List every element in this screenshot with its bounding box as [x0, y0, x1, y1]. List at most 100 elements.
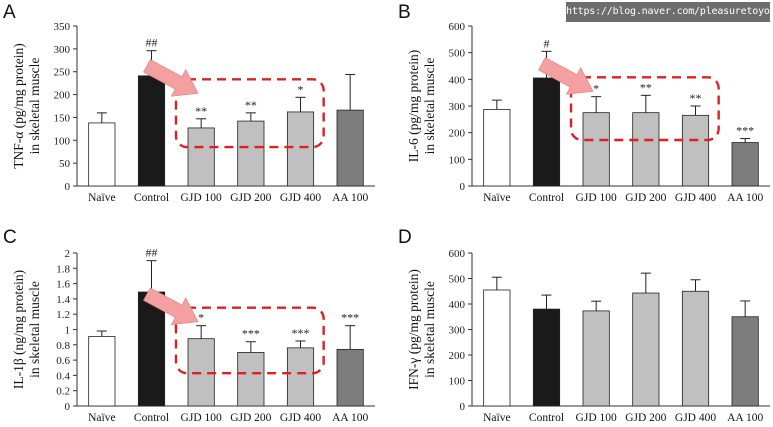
y-tick-label-c: 1.2	[56, 309, 70, 321]
x-tick-label-a-4: GJD 200	[230, 192, 271, 204]
significance-mark-c-5: ***	[292, 326, 310, 340]
bar-b-5	[681, 114, 710, 187]
y-tick-label-c: 0.8	[56, 340, 70, 352]
y-tick-label-c: 0.2	[56, 386, 70, 398]
bar-a-4	[237, 120, 265, 187]
highlight-box-a	[174, 78, 325, 149]
bar-c-1	[88, 335, 116, 407]
x-tick-label-d-2: Control	[529, 412, 564, 424]
bar-d-3	[582, 310, 610, 407]
y-tick-label-b: 500	[449, 48, 466, 60]
x-tick-label-c-2: Control	[134, 412, 169, 424]
highlight-box-c	[174, 306, 325, 375]
bar-d-1	[483, 289, 511, 407]
bar-d-2	[532, 308, 561, 407]
x-tick-label-a-1: Naïve	[88, 192, 115, 204]
bar-b-4	[632, 112, 660, 187]
bar-b-3	[582, 112, 610, 187]
watermark-url: https://blog.naver.com/pleasuretoyou	[566, 2, 773, 22]
y-tick-label-b: 0	[460, 181, 466, 193]
y-tick-label-b: 100	[449, 154, 466, 166]
y-tick-label-d: 600	[449, 248, 466, 260]
bar-b-1	[483, 109, 511, 187]
highlight-box-b	[569, 76, 720, 142]
y-axis-title-d-2: in skeletal muscle	[422, 281, 437, 378]
significance-mark-a-4: **	[245, 98, 257, 112]
x-tick-label-c-6: AA 100	[332, 412, 368, 424]
panel-label-b: B	[398, 2, 411, 23]
bar-d-5	[681, 290, 710, 407]
y-tick-label-b: 600	[449, 21, 466, 33]
bar-a-6	[336, 109, 364, 187]
x-tick-label-b-4: GJD 200	[625, 192, 666, 204]
bar-b-6	[731, 142, 759, 187]
bar-c-5	[286, 347, 315, 407]
x-tick-label-d-3: GJD 100	[576, 412, 617, 424]
y-axis-title-c-2: in skeletal muscle	[27, 281, 42, 378]
x-tick-label-b-5: GJD 400	[675, 192, 716, 204]
y-tick-label-a: 250	[54, 67, 71, 79]
significance-mark-b-5: **	[690, 91, 702, 105]
y-tick-label-c: 1.6	[56, 279, 70, 291]
y-tick-label-c: 0.4	[56, 370, 70, 382]
y-tick-label-a: 50	[59, 158, 71, 170]
x-tick-label-a-3: GJD 100	[181, 192, 222, 204]
significance-mark-a-2: ##	[146, 36, 158, 50]
x-tick-label-a-6: AA 100	[332, 192, 368, 204]
y-tick-label-b: 200	[449, 128, 466, 140]
significance-mark-b-4: **	[640, 80, 652, 94]
y-tick-label-d: 100	[449, 376, 466, 388]
bar-d-6	[731, 316, 759, 407]
bar-a-3	[187, 127, 215, 187]
bar-b-2	[532, 77, 561, 187]
y-tick-label-c: 2	[65, 248, 71, 260]
x-tick-label-a-2: Control	[134, 192, 169, 204]
x-tick-label-c-3: GJD 100	[181, 412, 222, 424]
x-tick-label-b-1: Naïve	[483, 192, 510, 204]
y-axis-title-d-1: IFN-γ (pg/mg protein)	[406, 269, 421, 390]
y-tick-label-a: 350	[54, 21, 71, 33]
x-tick-label-c-1: Naïve	[88, 412, 115, 424]
x-tick-label-d-5: GJD 400	[675, 412, 716, 424]
y-axis-title-b-2: in skeletal muscle	[422, 58, 437, 155]
x-tick-label-c-4: GJD 200	[230, 412, 271, 424]
x-tick-label-b-2: Control	[529, 192, 564, 204]
y-tick-label-d: 0	[460, 401, 466, 413]
y-tick-label-d: 200	[449, 350, 466, 362]
significance-mark-c-2: ##	[146, 246, 158, 260]
y-tick-label-a: 0	[65, 181, 71, 193]
y-tick-label-c: 0	[65, 401, 71, 413]
panel-label-c: C	[3, 227, 17, 248]
y-tick-label-a: 300	[54, 44, 71, 56]
y-tick-label-d: 400	[449, 299, 466, 311]
y-tick-label-d: 500	[449, 274, 466, 286]
bar-a-1	[88, 122, 116, 187]
x-tick-label-b-3: GJD 100	[576, 192, 617, 204]
panel-label-a: A	[3, 2, 16, 23]
y-tick-label-d: 300	[449, 325, 466, 337]
arrow-b	[538, 57, 594, 95]
x-tick-label-d-1: Naïve	[483, 412, 510, 424]
significance-mark-b-2: #	[544, 36, 550, 50]
y-tick-label-b: 400	[449, 74, 466, 86]
y-tick-label-c: 1.8	[56, 263, 70, 275]
significance-mark-c-4: ***	[242, 327, 260, 341]
bar-c-6	[336, 348, 364, 407]
x-tick-label-a-5: GJD 400	[280, 192, 321, 204]
y-tick-label-c: 1	[65, 325, 71, 337]
bar-d-4	[632, 292, 660, 407]
y-tick-label-c: 1.4	[56, 294, 70, 306]
x-tick-label-d-4: GJD 200	[625, 412, 666, 424]
x-tick-label-d-6: AA 100	[727, 412, 763, 424]
y-tick-label-a: 150	[54, 112, 71, 124]
y-tick-label-c: 0.6	[56, 355, 70, 367]
significance-mark-a-3: **	[195, 104, 207, 118]
y-tick-label-a: 100	[54, 135, 71, 147]
y-axis-title-a-2: in skeletal muscle	[27, 58, 42, 155]
arrow-c	[143, 287, 199, 325]
x-tick-label-c-5: GJD 400	[280, 412, 321, 424]
arrow-a	[143, 59, 199, 97]
significance-mark-b-6: ***	[736, 124, 754, 138]
panel-label-d: D	[398, 227, 412, 248]
bar-c-2	[137, 291, 166, 407]
